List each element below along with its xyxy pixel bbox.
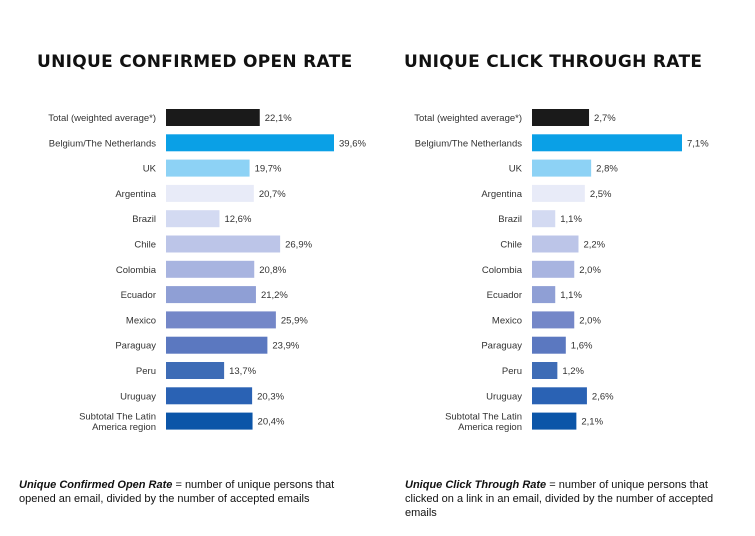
click-rate-value-label: 1,2% [562, 366, 584, 377]
open-rate-category-label: Belgium/The Netherlands [49, 138, 156, 149]
click-rate-definition-term: Unique Click Through Rate [405, 479, 547, 491]
open-rate-bar [166, 134, 334, 152]
open-rate-category-label: Colombia [116, 265, 157, 276]
open-rate-value-label: 20,8% [259, 265, 286, 276]
open-rate-bar [166, 210, 220, 228]
click-rate-definition-text: = number of unique persons that clicked … [405, 479, 714, 519]
click-rate-category-label: Paraguay [481, 341, 522, 352]
click-rate-category-label: Brazil [498, 214, 522, 225]
click-rate-bar [532, 362, 558, 379]
open-rate-bar [166, 235, 281, 253]
click-rate-value-label: 2,1% [581, 417, 603, 428]
click-rate-value-label: 2,7% [594, 113, 616, 124]
click-rate-value-label: 2,2% [583, 240, 605, 251]
click-rate-category-label: Total (weighted average*) [414, 113, 522, 124]
click-rate-bar [532, 387, 587, 405]
open-rate-category-label: Subtotal The Latin [79, 411, 156, 422]
click-rate-category-label: Mexico [492, 315, 522, 326]
open-rate-value-label: 25,9% [281, 315, 308, 326]
click-rate-value-label: 2,6% [592, 391, 614, 402]
open-rate-value-label: 20,7% [259, 189, 286, 200]
click-rate-category-label: America region [458, 422, 522, 433]
open-rate-value-label: 20,4% [258, 417, 285, 428]
open-rate-bar [166, 336, 268, 354]
open-rate-value-label: 12,6% [224, 214, 251, 225]
click-rate-category-label: Uruguay [486, 391, 522, 402]
open-rate-value-label: 21,2% [261, 290, 288, 301]
click-rate-value-label: 1,1% [560, 290, 582, 301]
click-rate-value-label: 2,8% [596, 164, 618, 175]
click-rate-bar [532, 260, 575, 278]
open-rate-bar [166, 260, 255, 278]
click-rate-category-label: Ecuador [487, 290, 522, 301]
open-rate-bar [166, 412, 253, 430]
click-rate-definition: Unique Click Through Rate = number of un… [405, 478, 735, 520]
open-rate-category-label: Paraguay [115, 341, 156, 352]
click-rate-bar [532, 336, 566, 354]
open-rate-definition-term: Unique Confirmed Open Rate [19, 479, 173, 491]
open-rate-category-label: UK [143, 164, 157, 175]
open-rate-bar [166, 159, 250, 177]
open-rate-value-label: 20,3% [257, 391, 284, 402]
click-rate-chart-title: UNIQUE CLICK THROUGH RATE [404, 52, 703, 72]
open-rate-category-label: Argentina [115, 189, 156, 200]
open-rate-category-label: Uruguay [120, 391, 156, 402]
click-rate-bar [532, 109, 590, 126]
click-rate-category-label: Belgium/The Netherlands [415, 138, 522, 149]
open-rate-category-label: America region [92, 422, 156, 433]
open-rate-bar [166, 109, 260, 126]
click-rate-bar [532, 184, 585, 202]
open-rate-definition-text: = number of unique persons that opened a… [19, 479, 335, 505]
click-rate-value-label: 2,5% [590, 189, 612, 200]
open-rate-value-label: 13,7% [229, 366, 256, 377]
open-rate-category-label: Total (weighted average*) [48, 113, 156, 124]
click-rate-bar [532, 286, 556, 304]
click-rate-category-label: UK [509, 164, 523, 175]
open-rate-value-label: 23,9% [272, 341, 299, 352]
open-rate-value-label: 19,7% [255, 164, 282, 175]
click-rate-category-label: Subtotal The Latin [445, 411, 522, 422]
click-rate-bar [532, 412, 577, 430]
click-rate-category-label: Argentina [481, 189, 522, 200]
open-rate-bar [166, 286, 256, 304]
open-rate-category-label: Peru [136, 366, 156, 377]
open-rate-definition: Unique Confirmed Open Rate = number of u… [19, 478, 349, 506]
open-rate-value-label: 22,1% [265, 113, 292, 124]
click-rate-value-label: 1,6% [571, 341, 593, 352]
open-rate-value-label: 26,9% [285, 240, 312, 251]
open-rate-bar [166, 362, 225, 379]
click-rate-category-label: Chile [500, 240, 522, 251]
open-rate-category-label: Ecuador [121, 290, 156, 301]
open-rate-category-label: Mexico [126, 315, 156, 326]
click-rate-bar [532, 311, 575, 329]
click-rate-category-label: Colombia [482, 265, 523, 276]
click-rate-bar [532, 210, 556, 228]
open-rate-bar [166, 311, 276, 329]
click-rate-bar [532, 134, 682, 152]
click-rate-bar [532, 159, 592, 177]
click-rate-value-label: 7,1% [687, 138, 709, 149]
click-rate-value-label: 2,0% [579, 265, 601, 276]
click-rate-value-label: 2,0% [579, 315, 601, 326]
open-rate-bar [166, 387, 253, 405]
open-rate-category-label: Brazil [132, 214, 156, 225]
click-rate-category-label: Peru [502, 366, 522, 377]
open-rate-bar [166, 184, 254, 202]
open-rate-chart-title: UNIQUE CONFIRMED OPEN RATE [37, 52, 353, 72]
click-rate-value-label: 1,1% [560, 214, 582, 225]
open-rate-value-label: 39,6% [339, 138, 366, 149]
click-rate-bar [532, 235, 579, 253]
open-rate-category-label: Chile [134, 240, 156, 251]
